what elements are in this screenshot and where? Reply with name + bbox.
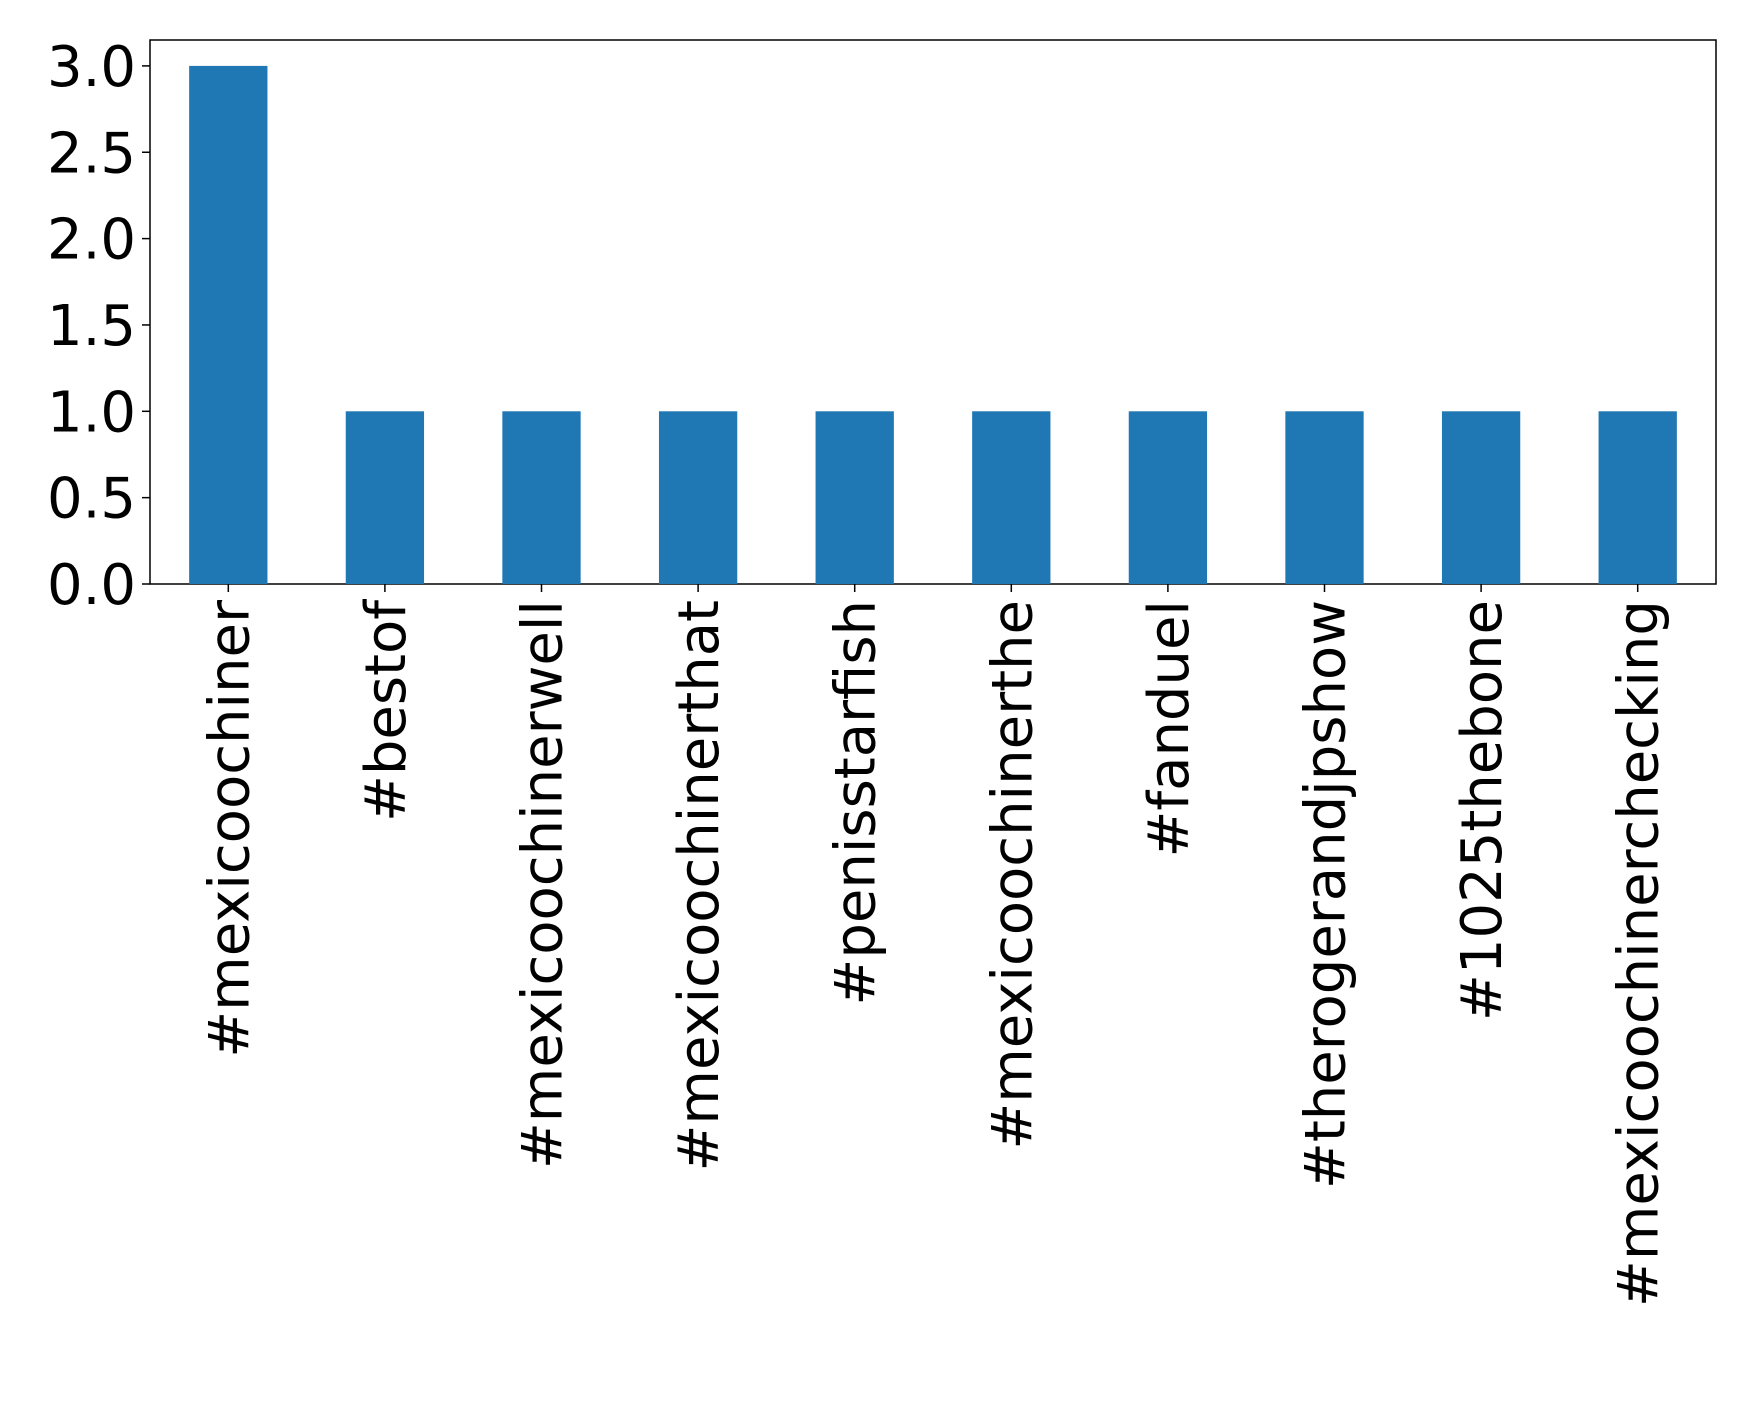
- bar: [972, 411, 1051, 584]
- bar: [1598, 411, 1677, 584]
- y-tick-label: 1.0: [47, 380, 136, 445]
- axes-frame: [149, 39, 1717, 585]
- bar: [1285, 411, 1364, 584]
- x-tick-label: #mexicoochiner: [197, 599, 262, 1058]
- y-tick-label: 0.5: [47, 467, 136, 532]
- bar: [1441, 411, 1521, 584]
- bar: [815, 411, 894, 584]
- bar: [502, 411, 581, 584]
- bar: [1128, 411, 1208, 584]
- y-tick-label: 1.5: [47, 294, 136, 359]
- bar: [189, 65, 268, 584]
- bar: [658, 411, 738, 584]
- y-tick-label: 2.5: [47, 121, 136, 186]
- y-tick-label: 3.0: [47, 35, 136, 100]
- x-tick-label: #penisstarfish: [824, 600, 889, 1006]
- x-tick-label: #mexicoochinerchecking: [1607, 600, 1672, 1307]
- y-tick-label: 0.0: [47, 553, 136, 618]
- x-tick-label: #mexicoochinerwell: [511, 600, 576, 1169]
- x-tick-label: #bestof: [354, 599, 419, 822]
- y-tick-label: 2.0: [47, 208, 136, 273]
- x-tick-label: #fanduel: [1137, 600, 1202, 858]
- bar: [345, 411, 425, 584]
- x-tick-label: #1025thebone: [1450, 600, 1515, 1021]
- x-tick-label: #mexicoochinerthat: [667, 600, 732, 1171]
- x-tick-label: #therogerandjpshow: [1294, 600, 1359, 1189]
- x-tick-label: #mexicoochinerthe: [980, 600, 1045, 1150]
